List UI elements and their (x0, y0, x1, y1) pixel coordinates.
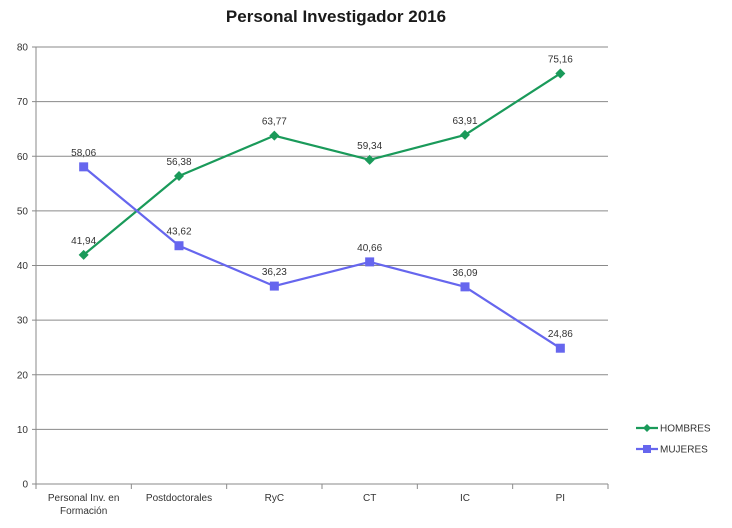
x-tick-label-line: Personal Inv. en (48, 493, 120, 504)
legend-label-mujeres: MUJERES (660, 445, 708, 456)
y-tick-label: 0 (22, 480, 28, 491)
series-line-hombres (82, 72, 561, 256)
legend: HOMBRES MUJERES (636, 424, 711, 456)
x-tick-label-line: IC (460, 493, 470, 504)
data-point-hombres (555, 68, 566, 79)
data-label-mujeres: 58,06 (71, 148, 96, 159)
data-label-hombres: 56,38 (166, 157, 191, 168)
data-point-mujeres (365, 257, 375, 267)
grid-layer (36, 46, 608, 430)
data-point-mujeres (555, 343, 565, 353)
x-tick-label-line: Formación (60, 506, 107, 517)
data-point-hombres (364, 154, 375, 165)
y-tick-label: 60 (17, 152, 29, 163)
data-point-hombres (174, 171, 184, 182)
data-point-mujeres (269, 281, 279, 291)
data-point-mujeres (460, 282, 470, 292)
legend-label-hombres: HOMBRES (660, 424, 711, 435)
axis-layer: 0 10 20 30 40 50 60 70 80 Personal Inv. en Formaci… (17, 43, 609, 517)
x-tick-label: Personal Inv. en Formación (48, 493, 120, 517)
data-point-hombres (460, 129, 470, 140)
x-tick-label: PI (556, 493, 565, 504)
x-tick-label: Postdoctorales (146, 493, 212, 504)
legend-marker-hombres (643, 424, 651, 432)
data-point-mujeres (174, 241, 184, 251)
series-line-mujeres (82, 165, 561, 350)
x-tick-label: CT (363, 493, 376, 504)
legend-marker-mujeres (643, 445, 651, 453)
x-tick-label-line: CT (363, 493, 376, 504)
data-label-mujeres: 24,86 (548, 329, 573, 340)
y-tick-label: 40 (17, 261, 29, 272)
data-label-hombres: 75,16 (548, 54, 573, 65)
x-tick-label: RyC (265, 493, 284, 504)
y-tick-label: 10 (17, 425, 29, 436)
data-label-mujeres: 43,62 (166, 227, 191, 238)
data-label-hombres: 63,77 (262, 117, 287, 128)
x-tick-label-line: RyC (265, 493, 284, 504)
y-tick-label: 50 (17, 206, 29, 217)
data-label-mujeres: 36,09 (452, 268, 477, 279)
data-point-mujeres (79, 162, 89, 172)
y-tick-label: 30 (17, 316, 29, 327)
data-label-hombres: 59,34 (357, 141, 382, 152)
data-label-hombres: 63,91 (452, 116, 477, 127)
data-label-hombres: 41,94 (71, 236, 96, 247)
chart-title: Personal Investigador 2016 (226, 7, 446, 26)
data-label-mujeres: 40,66 (357, 243, 382, 254)
x-tick-label-line: Postdoctorales (146, 493, 212, 504)
data-label-mujeres: 36,23 (262, 267, 287, 278)
y-tick-label: 70 (17, 97, 29, 108)
y-tick-label: 80 (17, 43, 29, 54)
series-layer: 41,94 56,38 63,77 59,34 63,91 75,16 58,06 43,62… (71, 54, 573, 353)
x-tick-label: IC (460, 493, 470, 504)
x-tick-label-line: PI (556, 493, 565, 504)
y-tick-label: 20 (17, 370, 29, 381)
data-point-hombres (269, 130, 280, 141)
data-point-hombres (78, 249, 89, 260)
